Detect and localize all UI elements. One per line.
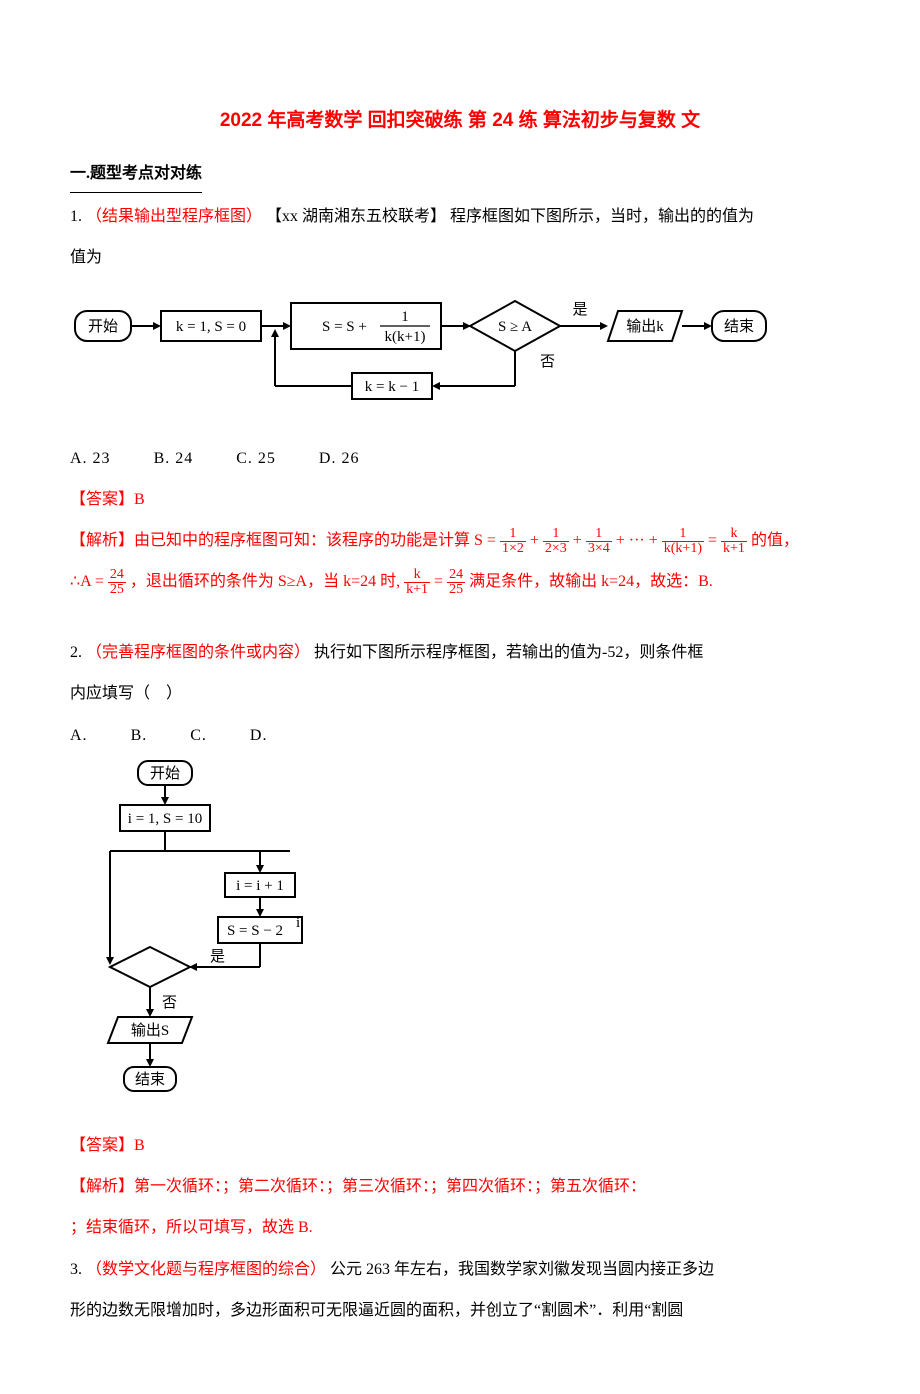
q2-tag: （完善程序框图的条件或内容） bbox=[86, 644, 310, 661]
q2-answer: 【答案】B bbox=[70, 1128, 850, 1163]
q1-source: 【xx 湖南湘东五校联考】 bbox=[266, 208, 446, 225]
f2-upd: S = S − 2 bbox=[227, 923, 283, 939]
a1-A: 2425 bbox=[108, 568, 126, 597]
f1-no: 否 bbox=[540, 354, 555, 370]
a1-kf: kk+1 bbox=[404, 568, 430, 597]
q1-opt-a: A. 23 bbox=[70, 450, 111, 467]
q2-options: A. B. C. D. bbox=[70, 718, 850, 753]
q2-analysis-label: 【解析】 bbox=[70, 1178, 134, 1195]
q2-answer-label: 【答案】 bbox=[70, 1137, 134, 1154]
q2-analysis-1: 第一次循环：；第二次循环：；第三次循环：；第四次循环：；第五次循环： bbox=[134, 1178, 646, 1195]
f2-init: i = 1, S = 10 bbox=[128, 811, 202, 827]
a1-eq: kk+1 bbox=[721, 527, 747, 556]
f2-yes: 是 bbox=[210, 949, 225, 965]
f1-body-prefix: S = S + bbox=[322, 319, 367, 335]
a1-t1: 11×2 bbox=[500, 527, 526, 556]
q2-prefix: 2. bbox=[70, 644, 82, 661]
q1-prefix: 1. bbox=[70, 208, 82, 225]
f2-upd-sup: i bbox=[296, 915, 300, 931]
a1-l2-mid: ，退出循环的条件为 S≥A，当 k=24 时, bbox=[130, 573, 400, 590]
f2-end: 结束 bbox=[135, 1071, 165, 1088]
q3-tag: （数学文化题与程序框图的综合） bbox=[86, 1261, 326, 1278]
f1-yes: 是 bbox=[572, 302, 587, 318]
flowchart-2: 开始 i = 1, S = 10 i = i + 1 S = S − 2 i bbox=[90, 759, 850, 1122]
f1-start: 开始 bbox=[88, 318, 118, 335]
q1-stem-line1: 1. （结果输出型程序框图） 【xx 湖南湘东五校联考】 程序框图如下图所示，当… bbox=[70, 199, 850, 234]
analysis-label: 【解析】 bbox=[70, 532, 134, 549]
q3-line1: 3. （数学文化题与程序框图的综合） 公元 263 年左右，我国数学家刘徽发现当… bbox=[70, 1252, 850, 1287]
q1-analysis-line1: 【解析】由已知中的程序框图可知：该程序的功能是计算 S = 11×2 + 12×… bbox=[70, 523, 850, 558]
q1-opt-b: B. 24 bbox=[154, 450, 194, 467]
f2-no: 否 bbox=[162, 995, 177, 1011]
q2-analysis-line2: ；结束循环，所以可填写，故选 B. bbox=[70, 1210, 850, 1245]
a1-l2-lead: ∴A = bbox=[70, 573, 104, 590]
q1-tag: （结果输出型程序框图） bbox=[86, 208, 262, 225]
f2-start: 开始 bbox=[150, 765, 180, 782]
f1-init: k = 1, S = 0 bbox=[176, 319, 246, 335]
a1-eq2: = bbox=[434, 573, 443, 590]
q3-line2: 形的边数无限增加时，多边形面积可无限逼近圆的面积，并创立了“割圆术”．利用“割圆 bbox=[70, 1293, 850, 1328]
q1-stem-line2: 值为 bbox=[70, 240, 850, 275]
q2-opt-a: A. bbox=[70, 727, 88, 744]
q1-options: A. 23 B. 24 C. 25 D. 26 bbox=[70, 441, 850, 476]
f1-end: 结束 bbox=[724, 318, 754, 335]
page-title: 2022 年高考数学 回扣突破练 第 24 练 算法初步与复数 文 bbox=[70, 100, 850, 142]
q1-opt-d: D. 26 bbox=[319, 450, 360, 467]
q2-stem-line2: 内应填写（ ） bbox=[70, 676, 850, 711]
f1-dec: k = k − 1 bbox=[365, 379, 419, 395]
section-heading: 一.题型考点对对练 bbox=[70, 156, 850, 193]
a1-t2: 12×3 bbox=[543, 527, 569, 556]
q2-analysis-line1: 【解析】第一次循环：；第二次循环：；第三次循环：；第四次循环：；第五次循环： bbox=[70, 1169, 850, 1204]
f1-frac-n: 1 bbox=[401, 309, 409, 325]
q2-answer-val: B bbox=[134, 1137, 145, 1154]
a1-kv: 2425 bbox=[447, 568, 465, 597]
a1-last: 1k(k+1) bbox=[662, 527, 704, 556]
a1-tail: 的值， bbox=[751, 532, 799, 549]
f1-frac-d: k(k+1) bbox=[385, 329, 426, 345]
page: 2022 年高考数学 回扣突破练 第 24 练 算法初步与复数 文 一.题型考点… bbox=[0, 0, 920, 1394]
f1-output: 输出k bbox=[626, 318, 664, 335]
q2-stem-line1: 2. （完善程序框图的条件或内容） 执行如下图所示程序框图，若输出的值为-52，… bbox=[70, 635, 850, 670]
q2-opt-b: B. bbox=[131, 727, 148, 744]
a1-lead: 由已知中的程序框图可知：该程序的功能是计算 S = bbox=[134, 532, 496, 549]
q2-stem1: 执行如下图所示程序框图，若输出的值为-52，则条件框 bbox=[314, 644, 703, 661]
q1-stem: 程序框图如下图所示，当时，输出的的值为 bbox=[450, 208, 754, 225]
f2-inc: i = i + 1 bbox=[236, 878, 284, 894]
q1-opt-c: C. 25 bbox=[236, 450, 276, 467]
q3-prefix: 3. bbox=[70, 1261, 82, 1278]
q1-answer-label: 【答案】 bbox=[70, 491, 134, 508]
a1-t3: 13×4 bbox=[586, 527, 612, 556]
q1-analysis-line2: ∴A = 2425 ，退出循环的条件为 S≥A，当 k=24 时, kk+1 =… bbox=[70, 564, 850, 599]
a1-ell: + ··· + bbox=[616, 532, 658, 549]
f1-cond: S ≥ A bbox=[498, 319, 532, 335]
q2-opt-d: D. bbox=[250, 727, 268, 744]
a1-l2-tail: 满足条件，故输出 k=24，故选：B. bbox=[469, 573, 713, 590]
section-heading-text: 一.题型考点对对练 bbox=[70, 156, 202, 193]
f2-output: 输出S bbox=[131, 1022, 169, 1039]
q2-opt-c: C. bbox=[190, 727, 207, 744]
q1-answer-val: B bbox=[134, 491, 145, 508]
q1-answer: 【答案】B bbox=[70, 482, 850, 517]
q3-rest: 公元 263 年左右，我国数学家刘徽发现当圆内接正多边 bbox=[330, 1261, 714, 1278]
flowchart-1: 开始 k = 1, S = 0 S = S + 1 k(k+1) S ≥ A 是 bbox=[70, 281, 850, 434]
